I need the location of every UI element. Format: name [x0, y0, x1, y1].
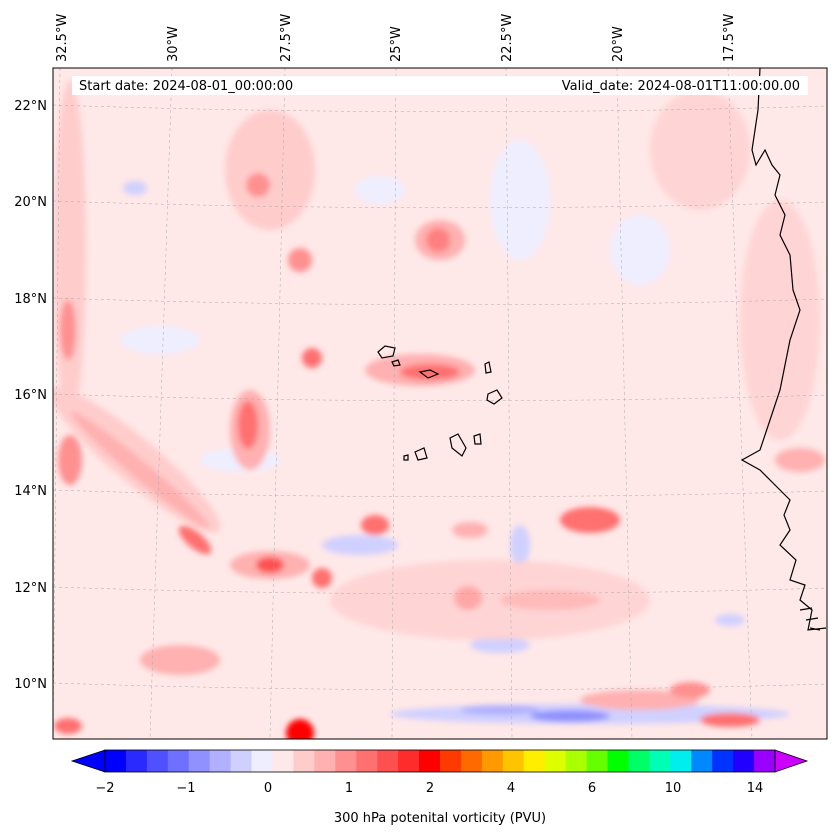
lat-label: 14°N: [14, 484, 47, 499]
colorbar-swatch: [691, 750, 713, 772]
lat-label: 18°N: [14, 292, 47, 307]
coastlines: [377, 68, 827, 631]
date-banner: [72, 76, 808, 95]
colorbar-swatch: [712, 750, 734, 772]
colorbar-ticks: −2 −1 0 1 2 4 6 10 14: [95, 781, 763, 796]
colorbar-swatches: [105, 750, 776, 772]
colorbar-swatch: [419, 750, 441, 772]
colorbar-swatch: [125, 750, 148, 772]
pv-contours: [53, 80, 825, 739]
cape-verde-island-sao-nicolau: [418, 369, 440, 379]
colorbar-swatch: [670, 750, 692, 772]
colorbar-tick-label: −2: [95, 781, 114, 796]
lon-label: 32.5°W: [55, 14, 70, 62]
lat-label: 20°N: [14, 195, 47, 210]
colorbar-tick-label: 4: [507, 781, 515, 796]
colorbar-swatch: [398, 750, 420, 772]
colorbar-swatch: [628, 750, 650, 772]
cape-verde-island-santo-antao: [377, 345, 396, 359]
colorbar-tick-label: 10: [665, 781, 682, 796]
colorbar-swatch: [586, 750, 608, 772]
colorbar-swatch: [460, 750, 483, 772]
lon-label: 27.5°W: [279, 14, 294, 62]
colorbar-swatch: [272, 750, 294, 772]
lat-label: 10°N: [14, 677, 47, 692]
lon-label: 17.5°W: [722, 14, 737, 62]
colorbar-swatch: [251, 750, 273, 772]
map-gridlines: [53, 68, 827, 739]
colorbar-tick-label: 1: [345, 781, 353, 796]
colorbar-swatch: [335, 750, 357, 772]
cape-verde-island-maio: [473, 433, 482, 445]
colorbar-swatch: [649, 750, 671, 772]
colorbar-extend-high: [774, 749, 809, 773]
colorbar-swatch: [733, 750, 755, 772]
map-plot-area: [53, 68, 827, 739]
lat-label: 12°N: [14, 581, 47, 596]
lon-label: 25°W: [389, 26, 404, 62]
lat-label: 22°N: [14, 99, 47, 114]
colorbar-swatch: [754, 750, 776, 772]
colorbar-frame: [104, 749, 776, 773]
cape-verde-island-sao-vicente: [391, 359, 401, 367]
cape-verde-island-santiago: [449, 433, 467, 457]
guinea-bissau-islands: [799, 607, 821, 631]
colorbar-swatch: [565, 750, 587, 772]
colorbar-tick-label: 2: [426, 781, 434, 796]
colorbar-tick-label: 0: [264, 781, 272, 796]
lon-label: 30°W: [166, 26, 181, 62]
africa-coastline: [740, 68, 827, 631]
cape-verde-island-fogo: [414, 447, 428, 461]
cape-verde-island-sal: [484, 361, 492, 374]
colorbar-title: 300 hPa potenital vorticity (PVU): [334, 811, 546, 826]
cape-verde-island-boa-vista: [486, 389, 503, 405]
start-date-label: Start date: 2024-08-01_00:00:00: [79, 79, 293, 94]
lon-label: 20°W: [611, 26, 626, 62]
cape-verde-island-brava: [403, 454, 409, 461]
map-frame: [52, 67, 828, 740]
latitude-labels: 22°N 20°N 18°N 16°N 14°N 12°N 10°N: [14, 99, 47, 692]
colorbar-swatch: [440, 750, 462, 772]
lat-label: 16°N: [14, 388, 47, 403]
colorbar-swatch: [230, 750, 252, 772]
colorbar-swatch: [377, 750, 399, 772]
colorbar-swatch: [356, 750, 378, 772]
colorbar-tick-label: −1: [176, 781, 195, 796]
colorbar-swatch: [293, 750, 315, 772]
colorbar-swatch: [544, 750, 567, 772]
colorbar-swatch: [188, 750, 211, 772]
colorbar-swatch: [209, 750, 232, 772]
colorbar-swatch: [481, 750, 504, 772]
valid-date-label: Valid_date: 2024-08-01T11:00:00.00: [562, 79, 800, 94]
colorbar-swatch: [607, 750, 629, 772]
colorbar-swatch: [167, 750, 190, 772]
colorbar-swatch: [105, 750, 127, 772]
colorbar-tick-label: 6: [588, 781, 596, 796]
colorbar-swatch: [314, 750, 336, 772]
colorbar-extend-low: [70, 749, 106, 773]
colorbar: −2 −1 0 1 2 4 6 10 14 300 hPa potenital …: [70, 749, 809, 826]
colorbar-swatch: [523, 750, 546, 772]
colorbar-swatch: [502, 750, 525, 772]
longitude-labels: 32.5°W 30°W 27.5°W 25°W 22.5°W 20°W 17.5…: [55, 14, 737, 62]
lon-label: 22.5°W: [500, 14, 515, 62]
colorbar-swatch: [146, 750, 169, 772]
colorbar-tick-label: 14: [747, 781, 764, 796]
